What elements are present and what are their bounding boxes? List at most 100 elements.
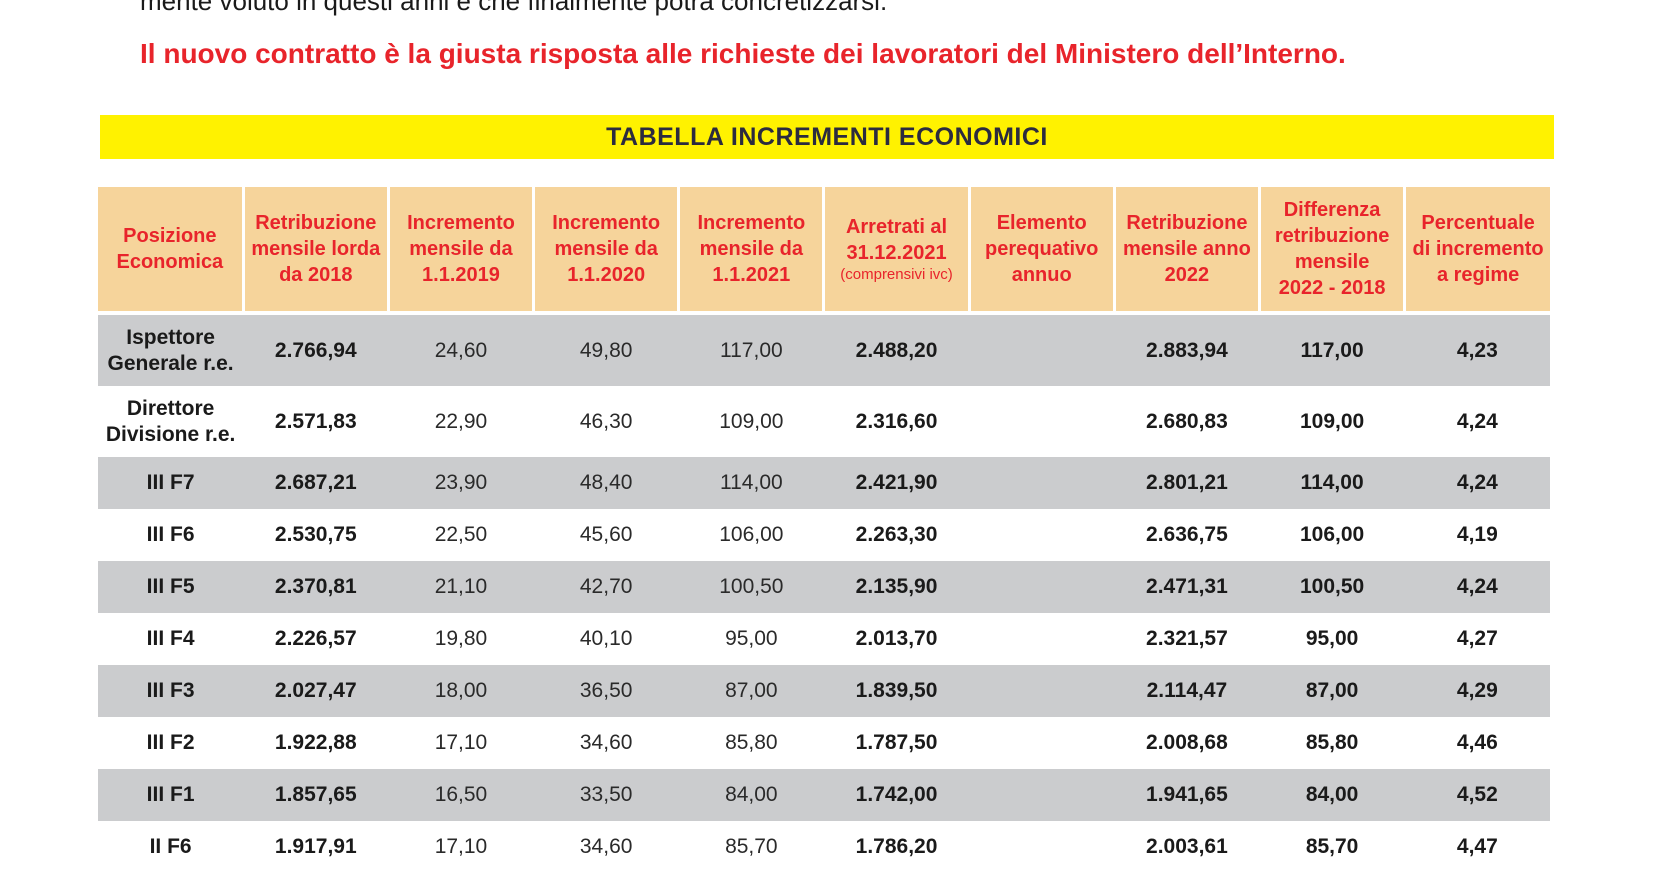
cell-arrears: 2.263,30 <box>855 523 938 546</box>
cell-increment-2020: 46,30 <box>579 409 633 433</box>
cell-increment-2019: 24,60 <box>388 313 534 386</box>
cell-salary-2022: 2.471,31 <box>1114 561 1260 613</box>
cell-salary-2022: 2.321,57 <box>1146 627 1228 650</box>
headline: Il nuovo contratto è la giusta risposta … <box>140 38 1346 69</box>
cell-increment-2019: 16,50 <box>388 769 534 821</box>
table-row: III F6 2.530,75 22,50 45,60 106,00 2.263,30 2.… <box>98 509 1550 561</box>
position-label: Ispettore <box>126 325 215 349</box>
cell-increment-2019: 21,10 <box>388 561 534 613</box>
position-label: Divisione r.e. <box>105 422 236 446</box>
cell-arrears: 1.786,20 <box>855 835 938 858</box>
column-header-line: mensile anno <box>1123 238 1251 260</box>
position-label: II F6 <box>149 835 192 858</box>
cell-increment-2019: 22,50 <box>434 523 488 546</box>
column-header-line: 2022 <box>1164 264 1210 286</box>
column-header-line: Percentuale <box>1421 212 1535 234</box>
cell-difference: 109,00 <box>1299 409 1365 433</box>
cell-position: Ispettore Generale r.e. <box>98 313 244 386</box>
column-header-line: Differenza <box>1283 199 1381 221</box>
column-header-line: Retribuzione <box>1126 212 1248 234</box>
column-header-line: mensile lorda <box>251 238 381 260</box>
column-header-line: mensile da <box>554 238 658 260</box>
cell-increment-2020: 34,60 <box>579 835 633 858</box>
cell-increment-2021: 100,50 <box>678 561 824 613</box>
position-label: III F5 <box>146 575 195 598</box>
position-label: III F3 <box>146 679 195 702</box>
column-header: Posizione Economica <box>98 187 244 315</box>
column-header-line: 1.1.2021 <box>712 264 791 286</box>
cell-increment-2019: 17,10 <box>434 731 488 754</box>
table-row: II F6 1.917,91 17,10 34,60 85,70 1.786,20 2.00… <box>98 821 1550 873</box>
column-header-line: Incremento <box>552 212 661 234</box>
table-title: TABELLA INCREMENTI ECONOMICI <box>606 122 1048 151</box>
column-header: Incremento mensile da 1.1.2020 <box>532 187 679 315</box>
column-header-line: Incremento <box>407 212 515 234</box>
cell-increment-2021: 85,80 <box>725 731 778 754</box>
cell-salary-2022: 2.636,75 <box>1146 523 1228 546</box>
cell-arrears: 1.742,00 <box>823 769 970 821</box>
cell-increment-2021: 106,00 <box>719 523 784 546</box>
cell-increment-2020: 42,70 <box>533 561 679 613</box>
position-label: III F2 <box>146 731 195 754</box>
column-header-line: 31.12.2021 <box>846 242 947 264</box>
cell-increment-2020: 36,50 <box>533 665 679 717</box>
table-row: III F2 1.922,88 17,10 34,60 85,80 1.787,50 2.0… <box>98 717 1550 769</box>
column-header-line: Incremento <box>697 212 806 234</box>
column-header-line: Economica <box>116 251 224 273</box>
column-header-line: da 2018 <box>279 264 353 286</box>
column-header-line: 1.1.2019 <box>422 264 500 286</box>
cell-increment-2021: 95,00 <box>725 627 778 650</box>
cell-increment-2021: 85,70 <box>725 835 778 858</box>
cell-equalization <box>969 386 1114 457</box>
cell-equalization <box>969 665 1115 717</box>
column-header: Arretrati al 31.12.2021 (comprensivi ivc) <box>822 187 970 315</box>
cell-percentage: 4,27 <box>1456 627 1498 650</box>
cell-arrears: 1.839,50 <box>823 665 970 717</box>
cell-equalization <box>969 821 1114 873</box>
cell-percentage: 4,46 <box>1456 731 1498 754</box>
cell-difference: 87,00 <box>1259 665 1405 717</box>
cell-base-salary: 2.687,21 <box>243 457 389 509</box>
cell-percentage: 4,52 <box>1404 769 1550 821</box>
cell-percentage: 4,29 <box>1404 665 1550 717</box>
cell-increment-2019: 17,10 <box>434 835 488 858</box>
cell-difference: 85,70 <box>1305 835 1359 858</box>
cell-equalization <box>969 717 1114 769</box>
table-row: Direttore Divisione r.e. 2.571,83 22,90 46,3… <box>98 386 1550 457</box>
cell-equalization <box>969 509 1114 561</box>
cell-percentage: 4,24 <box>1404 457 1550 509</box>
cell-salary-2022: 2.114,47 <box>1114 665 1260 717</box>
cell-increment-2020: 33,50 <box>533 769 679 821</box>
cell-increment-2019: 22,90 <box>434 409 488 433</box>
column-header-line: a regime <box>1436 264 1520 286</box>
cell-arrears: 2.316,60 <box>855 409 938 433</box>
cell-base-salary: 2.027,47 <box>243 665 389 717</box>
column-header-line: 2022 - 2018 <box>1278 277 1386 299</box>
cell-percentage: 4,47 <box>1456 835 1498 858</box>
position-label: Direttore <box>126 396 215 420</box>
cell-increment-2019: 23,90 <box>388 457 534 509</box>
table-title-banner: TABELLA INCREMENTI ECONOMICI <box>100 115 1554 159</box>
cell-percentage: 4,19 <box>1456 523 1498 546</box>
cell-increment-2021: 114,00 <box>678 457 824 509</box>
table-row: III F4 2.226,57 19,80 40,10 95,00 2.013,70 2.3… <box>98 613 1550 665</box>
table-row: III F3 2.027,47 18,00 36,50 87,00 1.839,50 2.1… <box>98 665 1550 717</box>
column-header-line: Retribuzione <box>255 212 377 234</box>
cell-position: III F6 <box>98 509 243 561</box>
cell-base-salary: 2.226,57 <box>274 627 357 650</box>
cell-equalization <box>969 561 1115 613</box>
column-header: Retribuzione mensile lorda da 2018 <box>241 187 389 315</box>
cell-position: III F5 <box>98 561 244 613</box>
cell-position: III F2 <box>98 717 243 769</box>
cell-salary-2022: 1.941,65 <box>1114 769 1260 821</box>
column-header: Percentuale di incremento a regime <box>1403 187 1550 315</box>
cell-arrears: 2.135,90 <box>823 561 970 613</box>
cell-base-salary: 1.857,65 <box>243 769 389 821</box>
table-row: Ispettore Generale r.e. 2.766,94 24,60 49,80… <box>98 313 1550 386</box>
cell-position: III F7 <box>98 457 244 509</box>
cell-salary-2022: 2.801,21 <box>1114 457 1260 509</box>
cell-increment-2021: 117,00 <box>678 313 824 386</box>
column-header-line: Elemento <box>996 212 1087 234</box>
cell-equalization <box>969 769 1115 821</box>
increments-table-container: Posizione Economica Retribuzione mensile lo… <box>98 187 1550 873</box>
